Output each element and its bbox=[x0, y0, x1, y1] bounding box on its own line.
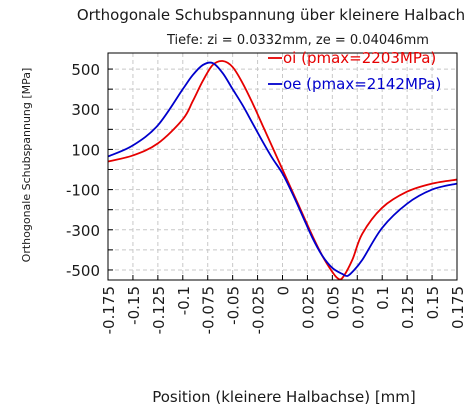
y-tick-label: -100 bbox=[66, 182, 100, 200]
x-tick-label: -0.175 bbox=[100, 286, 118, 334]
legend-entry: oe (pmax=2142MPa) bbox=[283, 75, 441, 93]
x-tick-label: -0.05 bbox=[225, 286, 243, 325]
x-tick-label: 0 bbox=[275, 286, 293, 296]
series-line-oe bbox=[107, 61, 458, 277]
x-tick-label: 0.1 bbox=[374, 286, 392, 310]
x-tick-label: -0.075 bbox=[200, 286, 218, 334]
x-tick-label: 0.125 bbox=[399, 286, 417, 329]
axes-frame bbox=[107, 52, 458, 281]
series-lines bbox=[107, 60, 458, 281]
y-tick-label: 500 bbox=[71, 61, 100, 79]
y-tick-label: -500 bbox=[66, 262, 100, 280]
legend: oi (pmax=2203MPa) oe (pmax=2142MPa) bbox=[268, 49, 441, 93]
x-tick-label: 0.025 bbox=[299, 286, 317, 329]
x-tick-label: 0.15 bbox=[424, 286, 442, 319]
x-axis-label: Position (kleinere Halbachse) [mm] bbox=[152, 388, 416, 406]
y-axis-label: Orthogonale Schubspannung [MPa] bbox=[20, 68, 33, 263]
x-tick-label: 0.075 bbox=[349, 286, 367, 329]
x-tick-label: -0.125 bbox=[150, 286, 168, 334]
series-line-oi bbox=[107, 60, 458, 281]
x-tick-label: -0.025 bbox=[250, 286, 268, 334]
x-tick-label: -0.1 bbox=[175, 286, 193, 315]
x-tick-label: 0.05 bbox=[324, 286, 342, 319]
x-tick-label: 0.175 bbox=[449, 286, 467, 329]
chart-subtitle: Tiefe: zi = 0.0332mm, ze = 0.04046mm bbox=[166, 33, 429, 48]
y-tick-label: -300 bbox=[66, 222, 100, 240]
x-tick-label: -0.15 bbox=[125, 286, 143, 325]
y-tick-label: 300 bbox=[71, 101, 100, 119]
chart-title: Orthogonale Schubspannung über kleinere … bbox=[77, 6, 465, 24]
tick-labels: 500 300 100 -100 -300 -500-0.175 -0.15 -0.125 -0… bbox=[66, 61, 467, 334]
legend-entry: oi (pmax=2203MPa) bbox=[283, 49, 436, 67]
y-tick-label: 100 bbox=[71, 141, 100, 159]
